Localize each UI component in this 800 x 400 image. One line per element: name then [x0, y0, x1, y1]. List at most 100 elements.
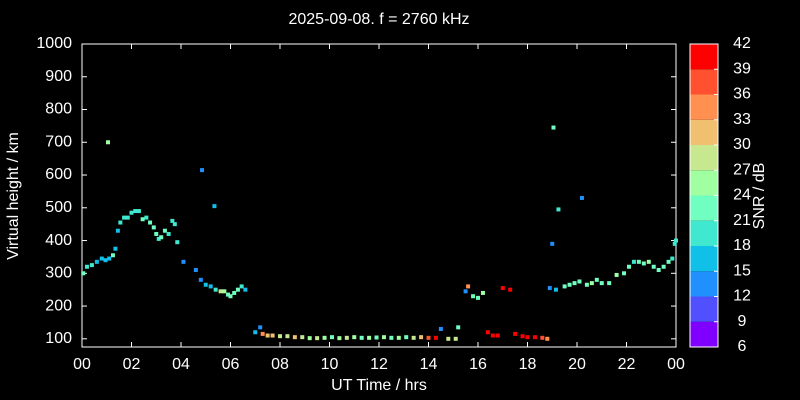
point — [556, 207, 561, 212]
point — [674, 238, 678, 243]
point — [172, 222, 177, 227]
y-tick-label: 100 — [45, 330, 72, 347]
point — [213, 287, 218, 292]
colorbar-bin — [690, 94, 718, 120]
point — [226, 292, 231, 297]
point — [181, 259, 186, 264]
point — [235, 287, 240, 292]
point — [466, 284, 471, 289]
point — [599, 281, 604, 286]
colorbar-bin — [690, 119, 718, 145]
point — [94, 259, 99, 264]
colorbar-bin — [690, 296, 718, 322]
point — [232, 290, 237, 295]
point — [159, 235, 164, 240]
colorbar-bin — [690, 271, 718, 297]
colorbar-bin — [690, 145, 718, 171]
point — [389, 335, 394, 340]
point — [228, 294, 233, 299]
colorbar-bin — [690, 321, 718, 347]
point — [508, 287, 513, 292]
point — [300, 335, 305, 340]
point — [631, 259, 636, 264]
point — [381, 335, 386, 340]
point — [148, 220, 153, 225]
point — [329, 335, 334, 340]
point — [84, 264, 89, 269]
point — [203, 282, 208, 287]
point — [471, 294, 476, 299]
point — [438, 326, 443, 331]
x-tick-label: 22 — [618, 356, 636, 373]
y-tick-label: 200 — [45, 297, 72, 314]
point — [500, 286, 505, 291]
point — [99, 256, 104, 261]
y-tick-label: 600 — [45, 166, 72, 183]
colorbar-tick-label: 39 — [733, 60, 751, 77]
point — [446, 336, 451, 341]
colorbar-tick-label: 15 — [733, 262, 751, 279]
point — [646, 259, 651, 264]
point — [367, 335, 372, 340]
colorbar-tick-label: 42 — [733, 35, 751, 52]
point — [151, 225, 156, 230]
point — [551, 125, 556, 130]
y-tick-label: 500 — [45, 199, 72, 216]
point — [222, 289, 227, 294]
point — [133, 209, 138, 214]
point — [307, 336, 312, 341]
y-tick-label: 900 — [45, 68, 72, 85]
point — [208, 284, 213, 289]
y-tick-label: 400 — [45, 232, 72, 249]
point — [239, 284, 244, 289]
y-axis-label: Virtual height / km — [5, 132, 22, 260]
x-tick-label: 06 — [222, 356, 240, 373]
colorbar-tick-label: 18 — [733, 237, 751, 254]
colorbar-tick-label: 30 — [733, 136, 751, 153]
point — [463, 289, 468, 294]
point — [550, 241, 555, 246]
point — [419, 335, 424, 340]
point — [89, 263, 94, 268]
x-tick-label: 00 — [667, 356, 685, 373]
point — [212, 204, 217, 209]
point — [513, 331, 518, 336]
point — [553, 287, 558, 292]
point — [292, 335, 297, 340]
point — [426, 335, 431, 340]
point — [374, 335, 379, 340]
point — [476, 295, 480, 300]
point — [656, 268, 661, 273]
point — [129, 210, 134, 215]
point — [260, 331, 265, 336]
x-tick-label: 16 — [469, 356, 487, 373]
colorbar-tick-label: 12 — [733, 288, 751, 305]
point — [193, 268, 198, 273]
colorbar-tick-label: 21 — [733, 212, 751, 229]
point — [270, 333, 275, 338]
point — [453, 336, 458, 341]
point — [532, 335, 537, 340]
point — [315, 336, 320, 341]
chart-title: 2025-09-08. f = 2760 kHz — [288, 11, 469, 28]
point — [344, 335, 349, 340]
point — [396, 335, 401, 340]
point — [433, 335, 438, 340]
x-tick-label: 20 — [568, 356, 586, 373]
point — [198, 277, 203, 282]
colorbar-tick-label: 6 — [738, 338, 747, 355]
colorbar-label: SNR / dB — [751, 163, 768, 230]
x-tick-label: 08 — [271, 356, 289, 373]
point — [480, 290, 485, 295]
point — [125, 215, 130, 220]
x-tick-label: 00 — [73, 356, 91, 373]
x-tick-label: 14 — [420, 356, 438, 373]
point — [547, 286, 552, 291]
point — [520, 334, 525, 339]
point — [162, 228, 167, 233]
point — [579, 195, 584, 200]
point — [103, 258, 108, 263]
point — [589, 281, 594, 286]
point — [525, 335, 530, 340]
point — [110, 253, 115, 258]
